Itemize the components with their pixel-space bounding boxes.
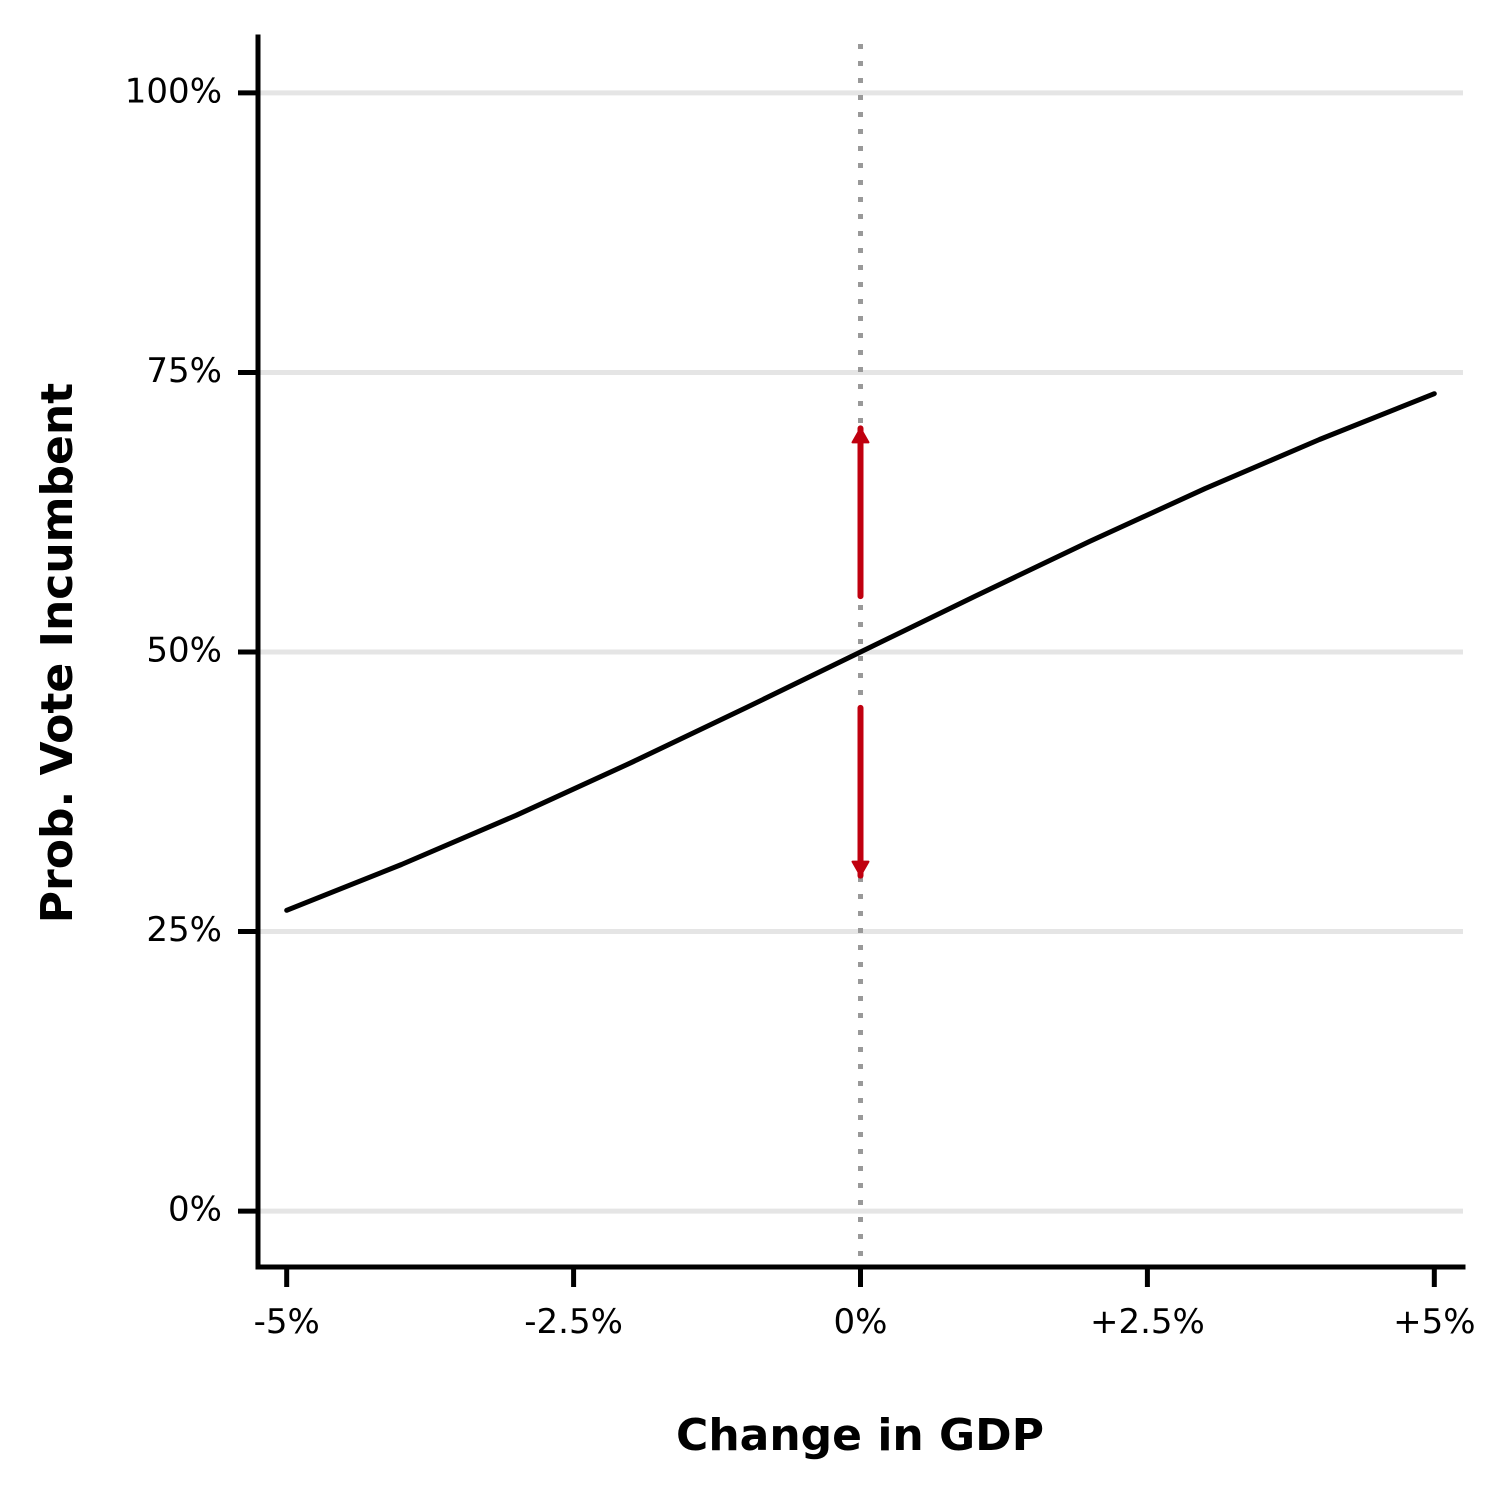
x-tick-label--5: -5%	[254, 1302, 320, 1342]
arrow-down-head	[851, 860, 870, 877]
series-line-0	[284, 391, 1437, 913]
x-tick-label-2.5: +2.5%	[1090, 1302, 1205, 1342]
y-tick-label-0: 0%	[168, 1190, 222, 1230]
y-tick-label-75: 75%	[146, 351, 222, 391]
y-axis-title: Prob. Vote Incumbent	[32, 383, 83, 923]
x-axis-title: Change in GDP	[676, 1410, 1044, 1461]
y-tick-label-25: 25%	[146, 910, 222, 950]
series-layer	[284, 391, 1437, 913]
arrow-up-head	[851, 427, 870, 444]
x-tick-label-5: +5%	[1393, 1302, 1475, 1342]
y-tick-label-100: 100%	[125, 71, 222, 111]
x-tick-label--2.5: -2.5%	[524, 1302, 623, 1342]
x-tick-label-0: 0%	[834, 1302, 888, 1342]
y-tick-label-50: 50%	[146, 631, 222, 671]
annotation-layer	[851, 425, 870, 879]
tick-labels: 0% 25% 50% 75% 100% -5% -2.5% 0% +2.5% +5%	[125, 71, 1476, 1342]
axes	[238, 34, 1466, 1287]
